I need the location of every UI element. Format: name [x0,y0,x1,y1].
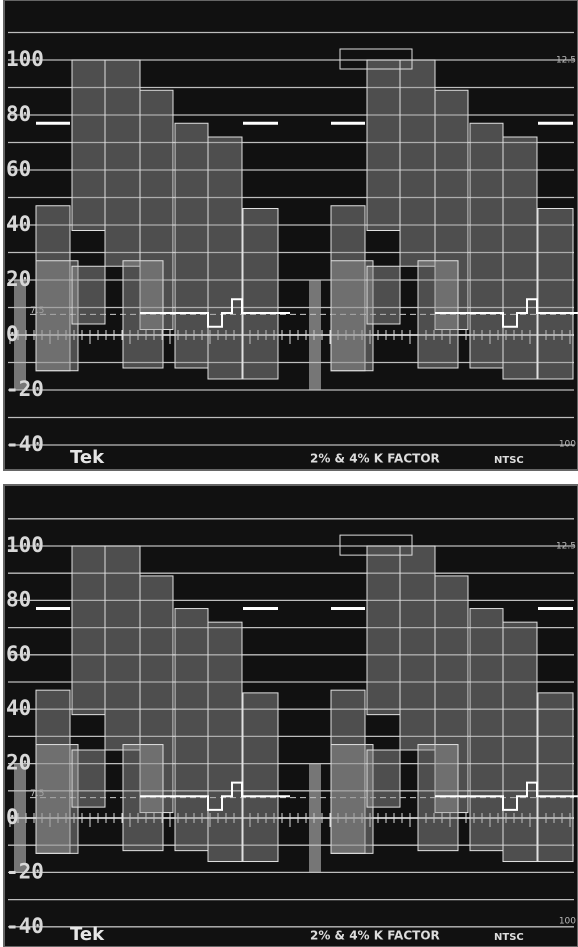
waveform-bar [105,60,140,266]
scale-label: -40 [6,914,44,938]
waveform-bar [72,750,105,807]
right-label: 100 [559,440,576,450]
scale-label: -20 [6,859,44,883]
waveform-bar [72,60,105,231]
sync-pulse [309,280,321,390]
right-label: 12.5 [556,56,576,66]
waveform-bar [538,693,573,862]
scale-label: 40 [6,212,31,236]
waveform-bar [470,609,503,851]
waveform-screens: 7.5100806040200-20-4012.5100Tek2% & 4% K… [0,0,578,947]
scale-label: 0 [6,322,19,346]
brand: Tek [70,447,105,468]
waveform-bar [367,266,400,324]
standard: NTSC [494,932,524,943]
waveform-bar [367,60,400,231]
waveform-bar [72,546,105,715]
scale-label: -20 [6,377,44,401]
scale-label: 20 [6,751,31,775]
waveform-bar [418,261,458,368]
scale-label: 80 [6,587,31,611]
scale-label: 60 [6,642,31,666]
waveform-bar [367,546,400,715]
waveform-bar [367,750,400,807]
right-label: 12.5 [556,542,576,552]
waveform-bar [538,209,573,380]
caption: 2% & 4% K FACTOR [310,929,440,943]
waveform-bar [400,546,435,750]
waveform-bar [72,266,105,324]
waveform-bar [418,745,458,851]
waveform-bar [123,745,163,851]
waveform-bar [503,137,537,379]
waveform-bar [175,123,208,368]
sync-pulse [309,764,321,873]
waveform-bar [208,622,242,861]
waveform-bar [208,137,242,379]
waveform-bar [243,693,278,862]
waveform-bar [175,609,208,851]
scale-label: 0 [6,805,19,829]
waveform-bar [123,261,163,368]
scale-label: 100 [6,533,44,557]
waveform-bar [105,546,140,750]
waveform-bar [243,209,278,380]
waveform-bar [470,123,503,368]
scale-label: 60 [6,157,31,181]
scale-label: -40 [6,432,44,456]
caption: 2% & 4% K FACTOR [310,452,440,466]
waveform-bar [503,622,537,861]
scale-label: 100 [6,47,44,71]
right-label: 100 [559,917,576,927]
scale-label: 20 [6,267,31,291]
standard: NTSC [494,455,524,466]
waveform-bar [400,60,435,266]
scale-label: 80 [6,102,31,126]
scale-label: 40 [6,696,31,720]
brand: Tek [70,924,105,945]
